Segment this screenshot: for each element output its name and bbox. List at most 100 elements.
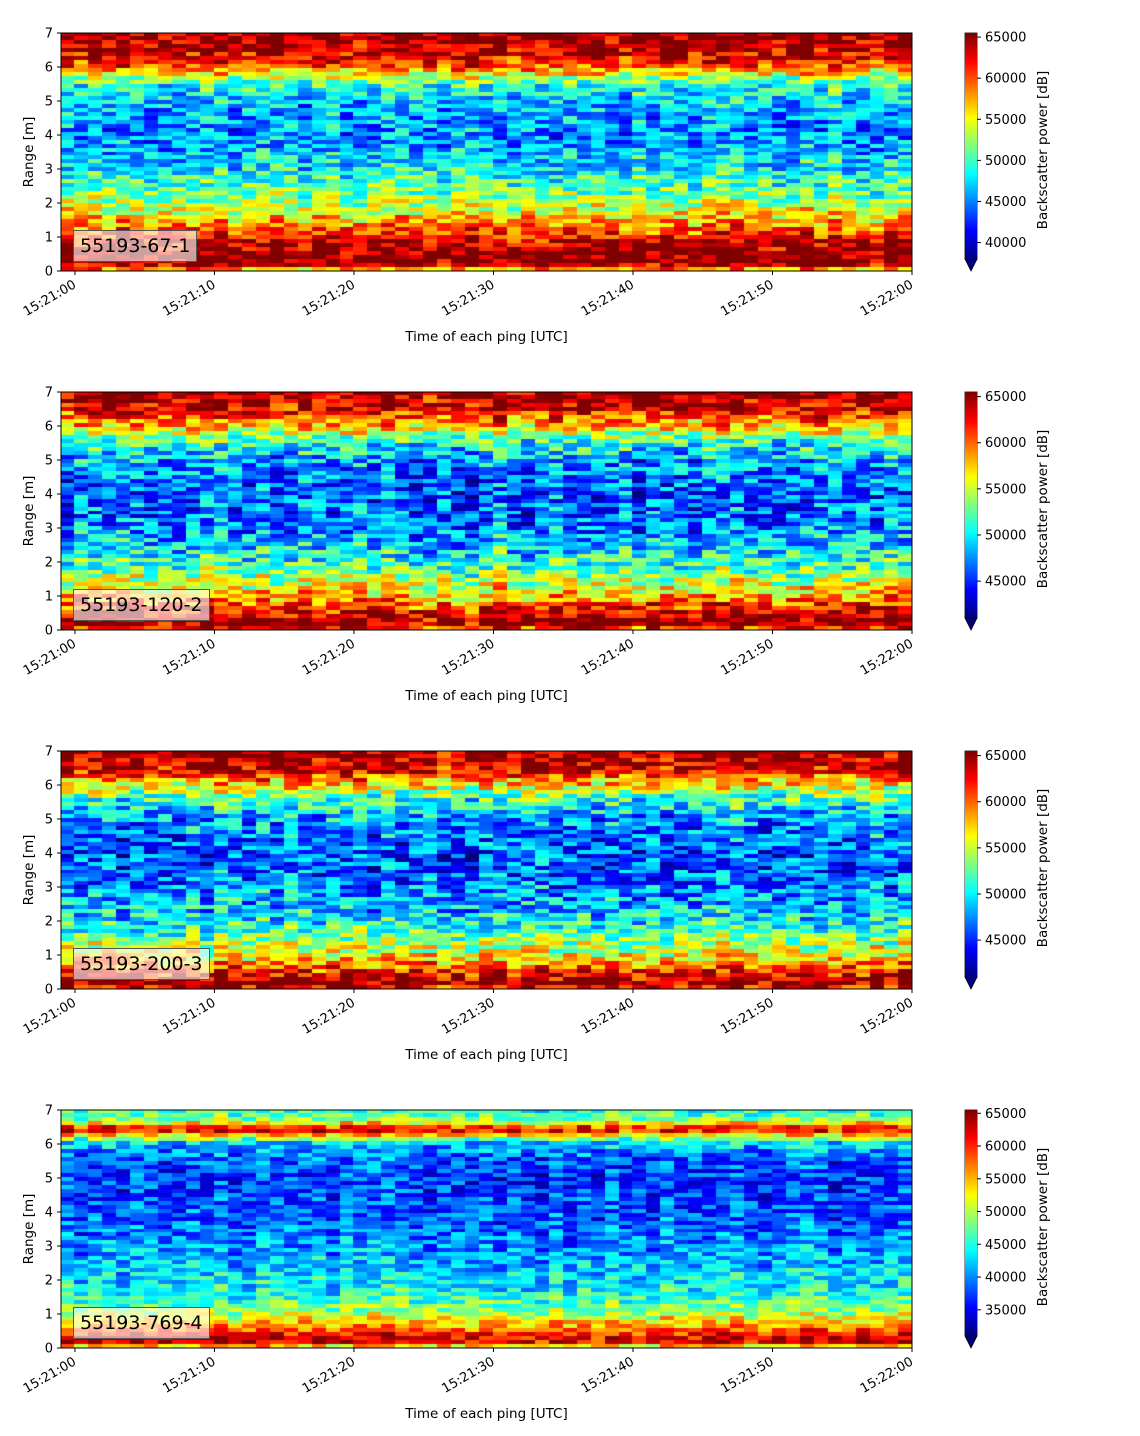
colorbar-tick-label: 65000 bbox=[985, 390, 1026, 405]
y-tick-label: 7 bbox=[45, 1104, 53, 1119]
x-tick-label: 15:21:40 bbox=[579, 636, 637, 678]
y-tick-label: 5 bbox=[45, 813, 53, 828]
y-tick-label: 3 bbox=[45, 522, 53, 537]
panel-id-label: 55193-200-3 bbox=[73, 948, 210, 980]
colorbar-tick-label: 45000 bbox=[985, 934, 1026, 949]
x-tick-label: 15:21:20 bbox=[300, 636, 358, 678]
colorbar-tick-label: 50000 bbox=[985, 1205, 1026, 1220]
y-tick-label: 5 bbox=[45, 1172, 53, 1187]
chart-panel: 0 1 2 3 4 5 6 7 15:21:00 15:21:10 15:21:20 15:21:30… bbox=[0, 0, 1140, 359]
x-tick-label: 15:21:40 bbox=[579, 277, 637, 319]
y-tick-label: 3 bbox=[45, 163, 53, 178]
x-tick-label: 15:21:20 bbox=[300, 1354, 358, 1396]
y-tick-label: 0 bbox=[45, 624, 53, 639]
y-axis-label: Range [m] bbox=[21, 117, 37, 188]
colorbar-tick-label: 55000 bbox=[985, 113, 1026, 128]
y-axis-label: Range [m] bbox=[21, 835, 37, 906]
y-tick-label: 7 bbox=[45, 27, 53, 42]
colorbar-tick-label: 45000 bbox=[985, 575, 1026, 590]
y-axis-label: Range [m] bbox=[21, 476, 37, 547]
y-tick-label: 6 bbox=[45, 420, 53, 435]
colorbar-extend-triangle bbox=[964, 617, 978, 631]
x-tick-label: 15:21:50 bbox=[718, 277, 776, 319]
colorbar-extend-triangle bbox=[964, 1335, 978, 1349]
y-axis-label: Range [m] bbox=[21, 1194, 37, 1265]
x-tick-label: 15:21:20 bbox=[300, 995, 358, 1037]
y-tick-label: 7 bbox=[45, 386, 53, 401]
colorbar-label: Backscatter power [dB] bbox=[1035, 1148, 1051, 1307]
x-axis-label: Time of each ping [UTC] bbox=[404, 688, 568, 704]
y-tick-label: 4 bbox=[45, 488, 53, 503]
x-tick-label: 15:21:40 bbox=[579, 1354, 637, 1396]
x-tick-label: 15:21:00 bbox=[21, 636, 79, 678]
x-tick-label: 15:21:30 bbox=[439, 995, 497, 1037]
x-tick-label: 15:21:50 bbox=[718, 995, 776, 1037]
colorbar-tick-label: 60000 bbox=[985, 1140, 1026, 1155]
x-tick-label: 15:21:10 bbox=[160, 277, 218, 319]
panel-id-label: 55193-769-4 bbox=[73, 1307, 210, 1339]
y-tick-label: 3 bbox=[45, 1240, 53, 1255]
x-tick-label: 15:21:40 bbox=[579, 995, 637, 1037]
y-tick-label: 5 bbox=[45, 95, 53, 110]
chart-panel: 0 1 2 3 4 5 6 7 15:21:00 15:21:10 15:21:20 15:21:30… bbox=[0, 1077, 1140, 1436]
colorbar-label: Backscatter power [dB] bbox=[1035, 789, 1051, 948]
colorbar-label: Backscatter power [dB] bbox=[1035, 71, 1051, 230]
colorbar-extend-triangle bbox=[964, 258, 978, 272]
chart-panel: 0 1 2 3 4 5 6 7 15:21:00 15:21:10 15:21:20 15:21:30… bbox=[0, 359, 1140, 718]
panel-id-label: 55193-67-1 bbox=[73, 230, 198, 262]
x-tick-label: 15:21:00 bbox=[21, 277, 79, 319]
axes-svg: 0 1 2 3 4 5 6 7 15:21:00 15:21:10 15:21:20 15:21:30… bbox=[21, 27, 1051, 346]
colorbar-label: Backscatter power [dB] bbox=[1035, 430, 1051, 589]
colorbar-gradient bbox=[965, 751, 977, 977]
colorbar-gradient bbox=[965, 1110, 977, 1336]
x-tick-label: 15:21:10 bbox=[160, 1354, 218, 1396]
colorbar-tick-label: 65000 bbox=[985, 31, 1026, 46]
x-axis-label: Time of each ping [UTC] bbox=[404, 329, 568, 345]
x-tick-label: 15:22:00 bbox=[858, 995, 916, 1037]
y-tick-label: 6 bbox=[45, 1138, 53, 1153]
x-tick-label: 15:22:00 bbox=[858, 1354, 916, 1396]
y-tick-label: 6 bbox=[45, 779, 53, 794]
y-tick-label: 4 bbox=[45, 1206, 53, 1221]
colorbar-tick-label: 50000 bbox=[985, 154, 1026, 169]
x-axis-label: Time of each ping [UTC] bbox=[404, 1047, 568, 1063]
axes-svg: 0 1 2 3 4 5 6 7 15:21:00 15:21:10 15:21:20 15:21:30… bbox=[21, 745, 1051, 1064]
colorbar-extend-triangle bbox=[964, 976, 978, 990]
colorbar-tick-label: 40000 bbox=[985, 1271, 1026, 1286]
colorbar-tick-label: 50000 bbox=[985, 887, 1026, 902]
colorbar-tick-label: 55000 bbox=[985, 841, 1026, 856]
y-tick-label: 1 bbox=[45, 231, 53, 246]
plot-frame bbox=[60, 32, 913, 272]
x-axis-label: Time of each ping [UTC] bbox=[404, 1406, 568, 1422]
colorbar-tick-label: 45000 bbox=[985, 195, 1026, 210]
y-tick-label: 2 bbox=[45, 197, 53, 212]
colorbar-gradient bbox=[965, 33, 977, 259]
x-tick-label: 15:21:30 bbox=[439, 636, 497, 678]
y-tick-label: 1 bbox=[45, 949, 53, 964]
plot-frame bbox=[60, 391, 913, 631]
x-tick-label: 15:21:00 bbox=[21, 995, 79, 1037]
y-tick-label: 2 bbox=[45, 1274, 53, 1289]
y-tick-label: 4 bbox=[45, 129, 53, 144]
x-tick-label: 15:21:50 bbox=[718, 1354, 776, 1396]
y-tick-label: 4 bbox=[45, 847, 53, 862]
heatmap-image bbox=[61, 33, 912, 271]
axes-svg: 0 1 2 3 4 5 6 7 15:21:00 15:21:10 15:21:20 15:21:30… bbox=[21, 386, 1051, 705]
x-tick-label: 15:21:30 bbox=[439, 277, 497, 319]
y-tick-label: 0 bbox=[45, 265, 53, 280]
x-tick-label: 15:21:50 bbox=[718, 636, 776, 678]
x-tick-label: 15:22:00 bbox=[858, 277, 916, 319]
y-tick-label: 7 bbox=[45, 745, 53, 760]
y-tick-label: 1 bbox=[45, 1308, 53, 1323]
y-tick-label: 2 bbox=[45, 915, 53, 930]
x-tick-label: 15:21:30 bbox=[439, 1354, 497, 1396]
panel-id-label: 55193-120-2 bbox=[73, 589, 210, 621]
x-tick-label: 15:21:20 bbox=[300, 277, 358, 319]
y-tick-label: 3 bbox=[45, 881, 53, 896]
colorbar-tick-label: 50000 bbox=[985, 528, 1026, 543]
y-tick-label: 2 bbox=[45, 556, 53, 571]
axes-svg: 0 1 2 3 4 5 6 7 15:21:00 15:21:10 15:21:20 15:21:30… bbox=[21, 1104, 1051, 1423]
x-tick-label: 15:21:10 bbox=[160, 995, 218, 1037]
y-tick-label: 0 bbox=[45, 983, 53, 998]
y-tick-label: 0 bbox=[45, 1342, 53, 1357]
